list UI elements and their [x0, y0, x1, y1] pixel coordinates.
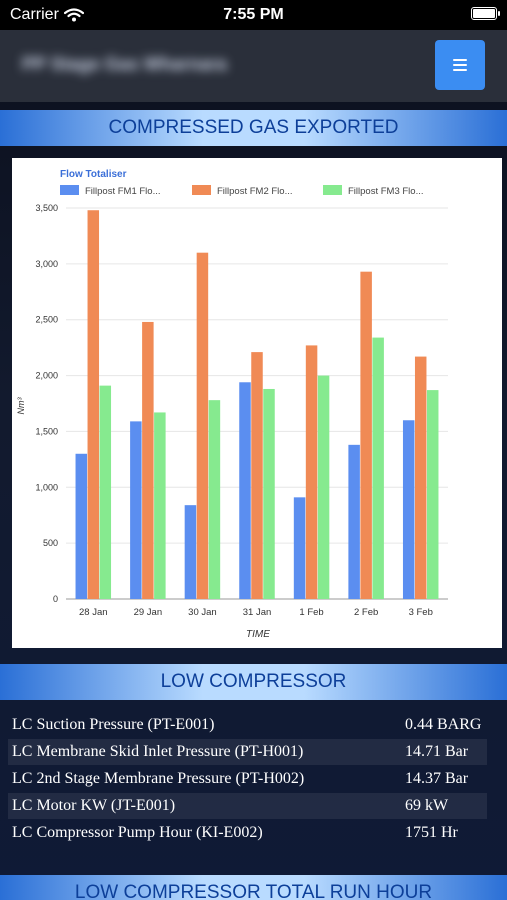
metric-label: LC Membrane Skid Inlet Pressure (PT-H001… [12, 743, 304, 760]
y-tick-label: 2,000 [35, 371, 58, 381]
y-tick-label: 1,000 [35, 482, 58, 492]
page-title: PP Stage Gas Wharnara [22, 54, 227, 74]
bar-3 [263, 388, 275, 599]
chart-x-label: TIME [246, 629, 270, 640]
metric-row-2nd-stage-membrane: LC 2nd Stage Membrane Pressure (PT-H002)… [8, 766, 487, 792]
section-gas-exported-title: COMPRESSED GAS EXPORTED [0, 110, 507, 146]
metric-label: LC Compressor Pump Hour (KI-E002) [12, 824, 263, 841]
chart-title: Flow Totaliser [60, 169, 127, 180]
bar-1 [239, 382, 251, 599]
bar-3 [99, 385, 112, 599]
status-bar: Carrier 7:55 PM [0, 0, 507, 30]
x-tick-label: 1 Feb [299, 607, 323, 618]
metric-row-pump-hour: LC Compressor Pump Hour (KI-E002) 1751 H… [8, 820, 487, 846]
chart-bars [75, 210, 439, 599]
metric-value: 1751 Hr [405, 824, 458, 841]
status-time: 7:55 PM [223, 6, 284, 23]
x-tick-label: 3 Feb [409, 607, 433, 618]
x-tick-label: 31 Jan [243, 607, 272, 618]
metric-value: 69 kW [405, 797, 449, 814]
section-low-compressor-run-hour-title: LOW COMPRESSOR TOTAL RUN HOUR [0, 875, 507, 900]
wifi-icon [63, 8, 84, 22]
bar-2 [305, 345, 318, 599]
metric-row-suction-pressure: LC Suction Pressure (PT-E001) 0.44 BARG [8, 712, 487, 738]
app-header: PP Stage Gas Wharnara [0, 30, 507, 102]
bar-1 [184, 505, 197, 599]
y-tick-label: 0 [53, 594, 58, 604]
menu-button[interactable] [435, 40, 485, 90]
y-tick-label: 3,500 [35, 203, 58, 213]
bar-3 [317, 375, 330, 599]
chart-legend: Fillpost FM1 Flo... Fillpost FM2 Flo... Fi… [60, 185, 424, 197]
low-compressor-metrics: LC Suction Pressure (PT-E001) 0.44 BARG … [0, 712, 507, 847]
chart-y-label: Nm³ [16, 397, 26, 415]
bar-2 [87, 210, 100, 599]
metric-value: 0.44 BARG [405, 716, 482, 733]
bar-1 [348, 444, 360, 599]
flow-totaliser-chart: Flow Totaliser Fillpost FM1 Flo... Fillpo… [12, 158, 502, 648]
y-tick-label: 500 [43, 538, 58, 548]
bar-2 [196, 252, 209, 599]
x-tick-label: 30 Jan [188, 607, 217, 618]
legend-swatch [192, 185, 211, 195]
bar-1 [293, 497, 306, 599]
bar-2 [251, 352, 263, 599]
bar-1 [402, 420, 415, 599]
metric-label: LC Motor KW (JT-E001) [12, 797, 176, 814]
bar-2 [142, 321, 154, 599]
x-tick-label: 2 Feb [354, 607, 378, 618]
bar-1 [75, 453, 88, 599]
section-low-compressor-title: LOW COMPRESSOR [0, 664, 507, 700]
legend-label: Fillpost FM1 Flo... [85, 186, 161, 197]
bar-3 [154, 412, 166, 599]
chart-svg: Flow Totaliser Fillpost FM1 Flo... Fillpo… [16, 169, 448, 640]
carrier-label: Carrier [10, 6, 59, 23]
x-tick-label: 28 Jan [79, 607, 108, 618]
bar-3 [426, 390, 439, 599]
bar-2 [360, 271, 372, 599]
metric-row-membrane-skid-inlet: LC Membrane Skid Inlet Pressure (PT-H001… [8, 739, 487, 765]
bar-3 [208, 400, 221, 599]
battery-icon [471, 7, 500, 20]
bar-1 [130, 421, 142, 599]
metric-value: 14.37 Bar [405, 770, 469, 787]
x-tick-label: 29 Jan [134, 607, 163, 618]
y-tick-label: 2,500 [35, 315, 58, 325]
legend-swatch [323, 185, 342, 195]
y-tick-label: 1,500 [35, 426, 58, 436]
chart-x-ticks: 28 Jan 29 Jan 30 Jan 31 Jan 1 Feb 2 Feb 3 Feb [79, 607, 433, 618]
legend-swatch [60, 185, 79, 195]
legend-label: Fillpost FM2 Flo... [217, 186, 293, 197]
metric-label: LC Suction Pressure (PT-E001) [12, 716, 215, 733]
carrier-group: Carrier [10, 6, 84, 24]
bar-3 [372, 337, 384, 599]
metric-label: LC 2nd Stage Membrane Pressure (PT-H002) [12, 770, 305, 787]
legend-label: Fillpost FM3 Flo... [348, 186, 424, 197]
metric-value: 14.71 Bar [405, 743, 469, 760]
metric-row-motor-kw: LC Motor KW (JT-E001) 69 kW [8, 793, 487, 819]
hamburger-icon [453, 59, 467, 71]
y-tick-label: 3,000 [35, 259, 58, 269]
bar-2 [414, 356, 427, 599]
